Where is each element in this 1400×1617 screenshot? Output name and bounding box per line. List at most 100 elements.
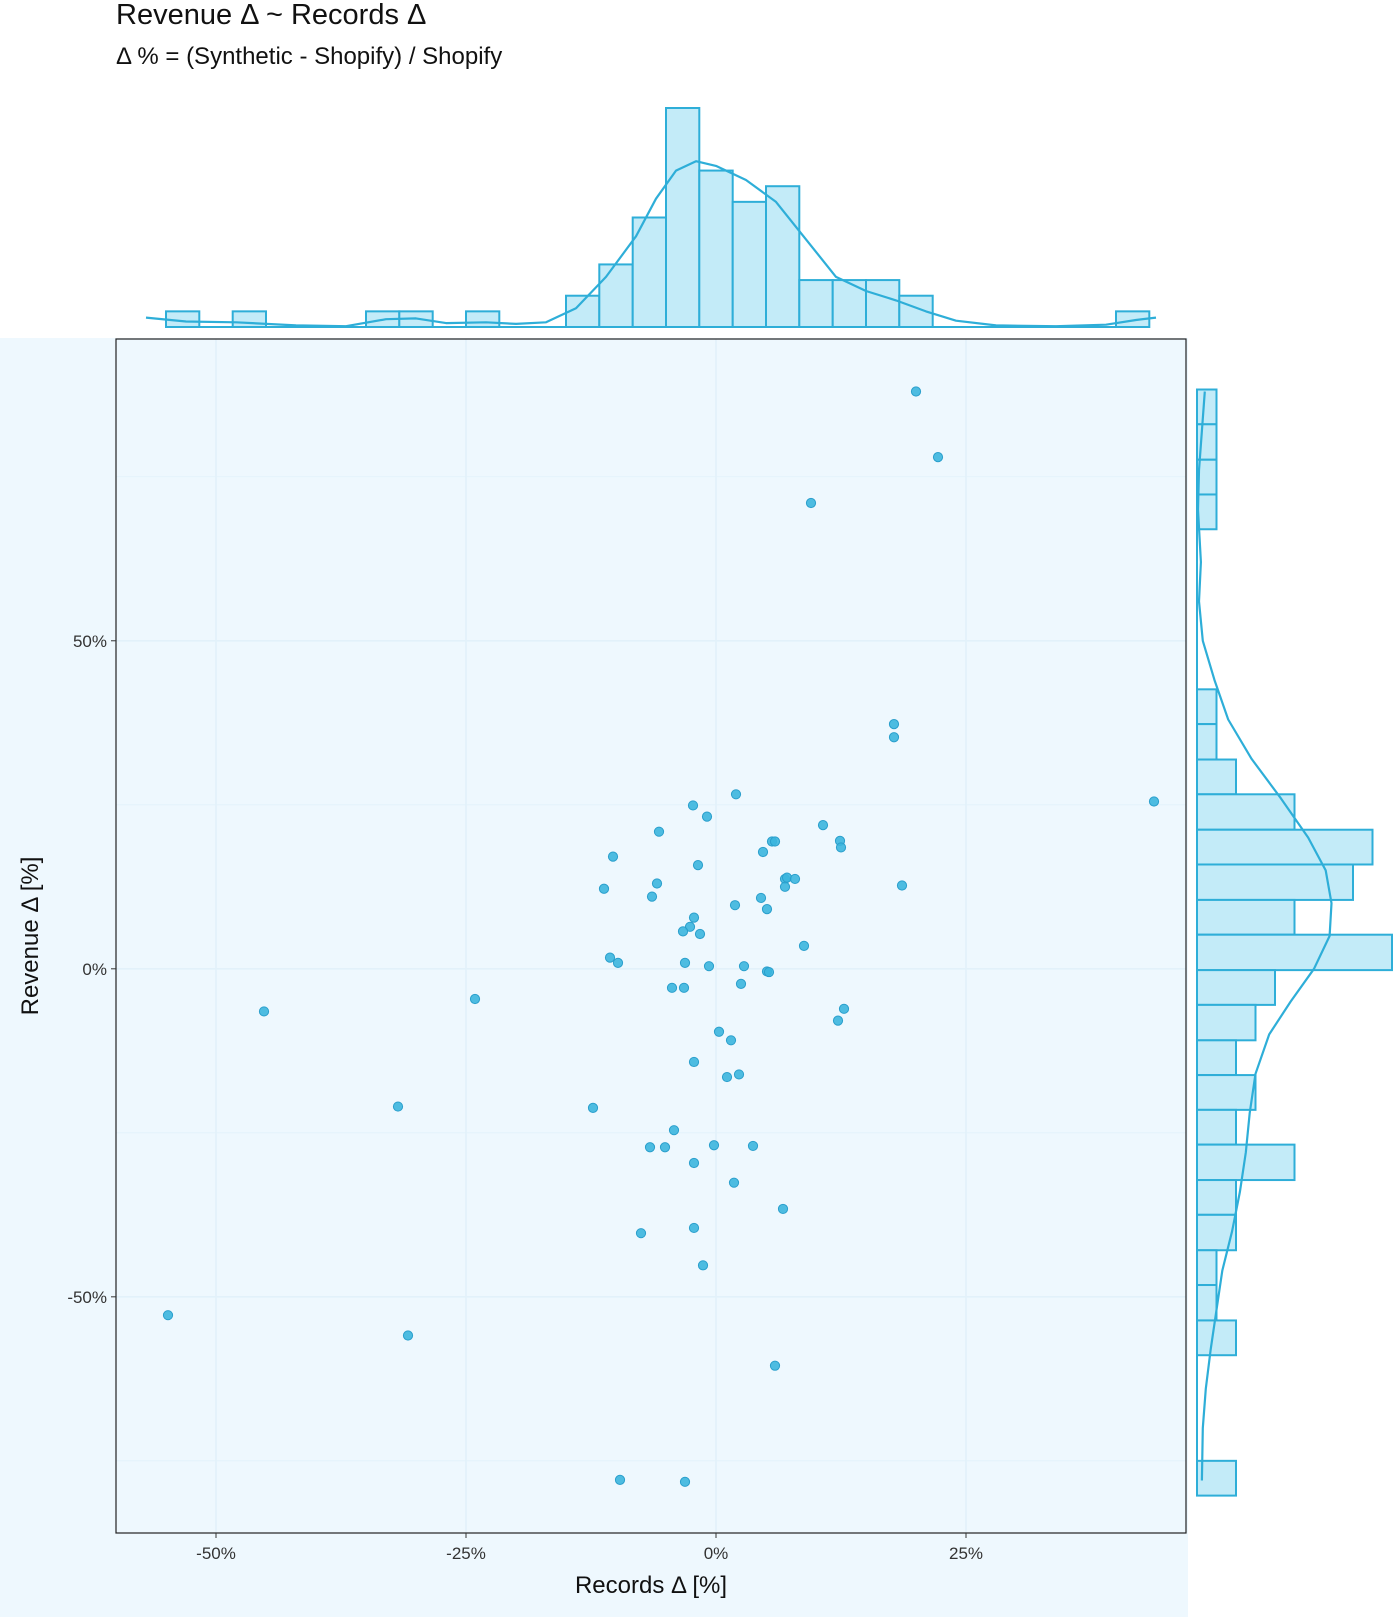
scatter-point xyxy=(721,1071,733,1083)
right-hist-bar xyxy=(1196,1003,1257,1042)
scatter-point xyxy=(607,851,619,862)
right-hist-bar xyxy=(1196,1108,1237,1146)
scatter-point xyxy=(910,386,922,397)
scatter-point xyxy=(777,1203,789,1215)
top-marginal-histogram xyxy=(145,107,1157,329)
scatter-point xyxy=(888,718,900,730)
right-hist-bar xyxy=(1196,1459,1237,1497)
right-hist-bar xyxy=(1196,793,1296,831)
y-tick-label: 50% xyxy=(73,632,107,651)
grid-lines xyxy=(116,339,1186,1533)
scatter-point xyxy=(697,1260,709,1271)
top-hist-bar xyxy=(631,216,668,328)
scatter-point xyxy=(587,1102,599,1113)
right-hist-bar xyxy=(1196,898,1296,936)
scatter-point xyxy=(703,961,715,972)
scatter-point xyxy=(402,1330,414,1341)
scatter-point xyxy=(701,811,713,822)
scatter-point xyxy=(392,1101,404,1112)
top-hist-bar xyxy=(798,279,834,329)
scatter-point xyxy=(832,1015,844,1026)
scatter-point xyxy=(653,826,665,837)
right-hist-bar xyxy=(1196,493,1218,531)
top-hist-bar xyxy=(665,107,701,328)
scatter-point xyxy=(1148,796,1160,807)
y-axis-label: Revenue Δ [%] xyxy=(17,857,44,1016)
scatter-point xyxy=(769,1360,781,1371)
scatter-point xyxy=(646,891,658,902)
scatter-point xyxy=(612,957,624,968)
scatter-point xyxy=(694,928,706,940)
right-hist-bar xyxy=(1196,933,1393,972)
scatter-point xyxy=(728,1177,740,1188)
top-hist-bar xyxy=(765,185,801,328)
scatter-point xyxy=(896,880,908,891)
scatter-point xyxy=(769,836,781,847)
scatter-point xyxy=(708,1140,720,1151)
scatter-point xyxy=(678,982,690,993)
x-tick-label: -25% xyxy=(446,1544,486,1563)
top-hist-bar xyxy=(465,310,501,329)
scatter-point xyxy=(761,904,773,915)
scatter-point xyxy=(668,1125,680,1136)
scatter-point xyxy=(838,1003,850,1014)
scatter-points xyxy=(162,386,1160,1487)
x-tick-label: -50% xyxy=(196,1544,236,1563)
scatter-panel xyxy=(116,339,1186,1533)
right-hist-bar xyxy=(1196,828,1374,866)
scatter-point xyxy=(688,912,700,923)
y-tick-label: -50% xyxy=(67,1288,107,1307)
scatter-point xyxy=(687,800,699,811)
chart-title: Revenue Δ ~ Records Δ xyxy=(116,0,426,31)
scatter-point xyxy=(755,892,767,904)
scatter-point xyxy=(763,966,775,978)
scatter-point xyxy=(598,883,610,894)
scatter-point xyxy=(651,878,663,889)
top-hist-bar xyxy=(598,263,634,328)
top-density-curve xyxy=(145,160,1157,328)
right-hist-bar xyxy=(1196,688,1218,726)
scatter-point xyxy=(679,1476,691,1487)
scatter-point xyxy=(713,1026,725,1037)
scatter-point xyxy=(692,860,704,871)
scatter-point xyxy=(659,1142,671,1153)
scatter-point xyxy=(888,732,900,743)
scatter-point xyxy=(725,1035,737,1046)
scatter-point xyxy=(747,1140,759,1152)
scatter-point xyxy=(258,1006,270,1017)
scatter-point xyxy=(688,1222,700,1234)
scatter-point xyxy=(733,1069,745,1080)
right-hist-bar xyxy=(1196,1179,1237,1216)
scatter-point xyxy=(779,881,791,892)
scatter-point xyxy=(932,451,944,463)
scatter-point xyxy=(730,789,742,800)
scatter-point xyxy=(757,846,769,858)
scatter-point xyxy=(635,1228,647,1239)
top-hist-bar xyxy=(731,200,768,329)
right-hist-bar xyxy=(1196,1284,1218,1322)
right-density-curve xyxy=(1196,391,1333,1481)
scatter-point xyxy=(469,993,481,1005)
x-tick-label: 0% xyxy=(704,1544,729,1563)
scatter-point xyxy=(614,1474,626,1485)
scatter-point xyxy=(677,926,689,937)
scatter-point xyxy=(684,921,696,932)
right-marginal-histogram xyxy=(1196,388,1393,1497)
x-axis-label: Records Δ [%] xyxy=(575,1572,727,1599)
scatter-point xyxy=(644,1142,656,1153)
scatter-point xyxy=(738,961,750,972)
top-hist-bar xyxy=(865,279,901,329)
right-hist-bar xyxy=(1196,723,1218,761)
scatter-point xyxy=(729,900,741,911)
y-axis-ticks: 50% 0% -50% xyxy=(67,632,116,1307)
top-hist-bar xyxy=(698,169,734,328)
scatter-point xyxy=(688,1056,700,1068)
chart-subtitle: Δ % = (Synthetic - Shopify) / Shopify xyxy=(116,43,502,70)
right-hist-bar xyxy=(1196,758,1237,796)
top-hist-bar xyxy=(831,279,868,329)
panel-border xyxy=(115,338,1187,1534)
scatter-point xyxy=(817,820,829,831)
scatter-point xyxy=(735,978,747,989)
right-hist-bar xyxy=(1196,1319,1237,1357)
